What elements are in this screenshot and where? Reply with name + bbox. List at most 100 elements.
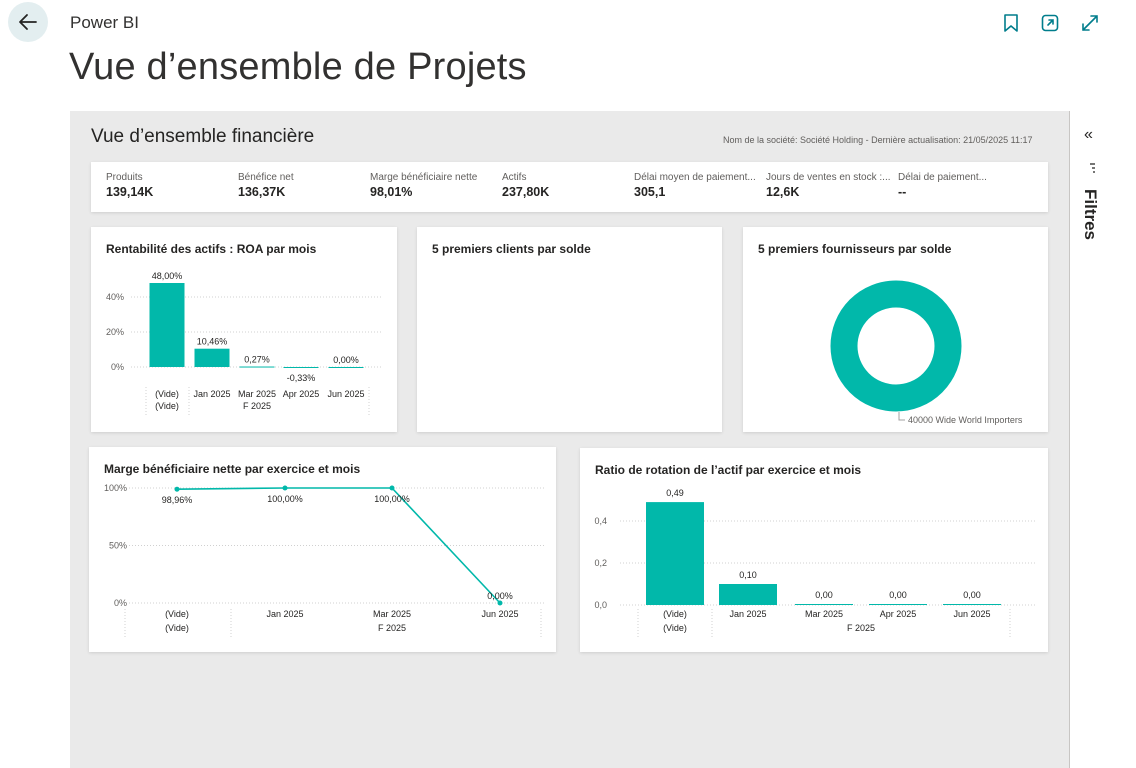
- x-tick-sublabel: (Vide): [155, 401, 179, 411]
- bookmark-button[interactable]: [999, 11, 1023, 35]
- kpi-marge-nette[interactable]: Marge bénéficiaire nette 98,01%: [370, 172, 498, 199]
- arrow-left-icon: [19, 14, 37, 30]
- expand-icon: [1082, 15, 1098, 31]
- report-title: Vue d’ensemble financière: [91, 126, 315, 147]
- bar: [795, 604, 853, 605]
- expand-button[interactable]: [1078, 11, 1102, 35]
- top-suppliers-card[interactable]: 5 premiers fournisseurs par solde 40000 …: [743, 227, 1048, 432]
- kpi-value: 237,80K: [502, 185, 550, 199]
- collapse-filters-icon[interactable]: «: [1084, 126, 1093, 143]
- data-label: 0,00%: [487, 591, 513, 601]
- chart-title: Rentabilité des actifs : ROA par mois: [106, 242, 317, 256]
- kpi-value: --: [898, 185, 907, 199]
- slice-leader-line: [898, 412, 905, 421]
- app-name: Power BI: [70, 13, 139, 32]
- kpi-label: Jours de ventes en stock :...: [766, 172, 891, 183]
- data-label: 0,00%: [333, 355, 359, 365]
- x-tick-label: Mar 2025: [373, 609, 411, 619]
- x-tick-sublabel: F 2025: [243, 401, 271, 411]
- x-tick-label: Mar 2025: [238, 389, 276, 399]
- data-label: 10,46%: [197, 337, 228, 347]
- data-label: 0,49: [666, 488, 684, 498]
- bar: [328, 367, 364, 368]
- top-clients-card[interactable]: 5 premiers clients par solde: [417, 227, 722, 432]
- x-tick-sublabel: F 2025: [847, 623, 875, 633]
- kpi-jours-ventes-stock[interactable]: Jours de ventes en stock :... 12,6K: [766, 172, 894, 199]
- x-tick-sublabel: F 2025: [378, 623, 406, 633]
- x-tick-sublabel: (Vide): [165, 623, 189, 633]
- chart-title: 5 premiers clients par solde: [432, 242, 591, 256]
- x-tick-label: Mar 2025: [805, 609, 843, 619]
- y-tick-label: 40%: [106, 292, 124, 302]
- kpi-delai-paiement[interactable]: Délai de paiement... --: [898, 172, 1026, 199]
- back-button[interactable]: [8, 2, 48, 42]
- kpi-benefice-net[interactable]: Bénéfice net 136,37K: [238, 172, 366, 199]
- y-tick-label: 50%: [109, 541, 127, 551]
- chart-title: Ratio de rotation de l’actif par exercic…: [595, 463, 862, 477]
- chart-title: 5 premiers fournisseurs par solde: [758, 242, 952, 256]
- y-tick-label: 0%: [114, 598, 127, 608]
- page-title: Vue d’ensemble de Projets: [69, 46, 527, 88]
- open-external-icon: [1041, 14, 1059, 32]
- filters-label[interactable]: Filtres: [1081, 189, 1100, 241]
- kpi-label: Marge bénéficiaire nette: [370, 172, 478, 183]
- y-tick-label: 0,0: [594, 600, 607, 610]
- net-margin-chart-card[interactable]: Marge bénéficiaire nette par exercice et…: [89, 447, 556, 652]
- slice-label: 40000 Wide World Importers: [908, 415, 1023, 425]
- bookmark-icon: [1004, 14, 1018, 32]
- kpi-label: Délai moyen de paiement...: [634, 172, 756, 183]
- x-tick-label: (Vide): [155, 389, 179, 399]
- kpi-delai-moyen-paiement[interactable]: Délai moyen de paiement... 305,1: [634, 172, 762, 199]
- bar: [646, 502, 704, 605]
- y-tick-label: 0,2: [594, 558, 607, 568]
- net-margin-line-chart: 0% 50% 100% 98,96% (Vide) 100,00% Jan 2025 100,…: [104, 483, 544, 637]
- series-line: [176, 487, 501, 604]
- x-tick-label: Apr 2025: [880, 609, 917, 619]
- data-label: 0,00: [815, 590, 833, 600]
- report-subtitle: Nom de la société: Société Holding - Der…: [723, 135, 1033, 145]
- asset-turnover-bar-chart: 0,0 0,2 0,4 0,49 (Vide) 0,10 Jan 2025 0,00 Mar 2…: [594, 488, 1035, 637]
- data-point: [174, 486, 180, 492]
- report-canvas: [70, 111, 1069, 768]
- x-tick-label: (Vide): [165, 609, 189, 619]
- roa-chart-card[interactable]: Rentabilité des actifs : ROA par mois 0%…: [91, 227, 397, 432]
- chart-title: Marge bénéficiaire nette par exercice et…: [104, 462, 361, 476]
- y-tick-label: 20%: [106, 327, 124, 337]
- y-tick-label: 100%: [104, 483, 127, 493]
- data-label: -0,33%: [287, 373, 316, 383]
- bar: [719, 584, 777, 605]
- x-tick-label: Jun 2025: [481, 609, 518, 619]
- kpi-label: Actifs: [502, 172, 527, 183]
- data-label: 48,00%: [152, 271, 183, 281]
- data-point: [282, 485, 288, 491]
- kpi-value: 98,01%: [370, 185, 413, 199]
- bar: [149, 283, 185, 367]
- suppliers-donut-chart: 40000 Wide World Importers: [830, 280, 1023, 425]
- data-point: [497, 600, 503, 606]
- kpi-actifs[interactable]: Actifs 237,80K: [502, 172, 630, 199]
- x-tick-label: Jun 2025: [327, 389, 364, 399]
- kpi-produits[interactable]: Produits 139,14K: [106, 172, 234, 199]
- data-label: 0,00: [963, 590, 981, 600]
- data-label: 0,10: [739, 570, 757, 580]
- y-tick-label: 0%: [111, 362, 124, 372]
- x-tick-label: Jun 2025: [953, 609, 990, 619]
- x-tick-label: Jan 2025: [193, 389, 230, 399]
- data-label: 0,27%: [244, 355, 270, 365]
- x-tick-label: (Vide): [663, 609, 687, 619]
- filter-pane[interactable]: [1069, 111, 1111, 768]
- y-tick-label: 0,4: [594, 516, 607, 526]
- bar: [869, 604, 927, 605]
- data-label: 100,00%: [374, 494, 410, 504]
- kpi-label: Bénéfice net: [238, 172, 294, 183]
- data-label: 98,96%: [162, 495, 193, 505]
- kpi-label: Produits: [106, 172, 143, 183]
- bar: [283, 367, 319, 368]
- donut-slice: [830, 280, 962, 412]
- kpi-card: Produits 139,14K Bénéfice net 136,37K Ma…: [91, 162, 1048, 212]
- x-tick-label: Jan 2025: [729, 609, 766, 619]
- open-in-new-window-button[interactable]: [1038, 11, 1062, 35]
- data-label: 0,00: [889, 590, 907, 600]
- x-tick-label: Apr 2025: [283, 389, 320, 399]
- asset-turnover-chart-card[interactable]: Ratio de rotation de l’actif par exercic…: [580, 448, 1048, 652]
